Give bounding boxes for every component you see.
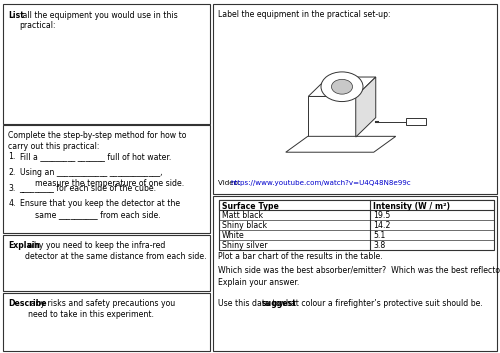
FancyBboxPatch shape (212, 196, 498, 351)
Text: 2.: 2. (8, 168, 16, 176)
FancyBboxPatch shape (218, 200, 494, 250)
Text: Shiny silver: Shiny silver (222, 241, 267, 250)
Text: any risks and safety precautions you
need to take in this experiment.: any risks and safety precautions you nee… (28, 299, 175, 319)
Circle shape (321, 72, 363, 102)
Circle shape (332, 79, 352, 94)
FancyBboxPatch shape (218, 200, 494, 210)
Text: 1.: 1. (8, 152, 16, 161)
Text: all the equipment you would use in this
practical:: all the equipment you would use in this … (20, 11, 177, 30)
Text: Explain: Explain (8, 241, 40, 250)
FancyBboxPatch shape (2, 293, 210, 351)
FancyBboxPatch shape (2, 4, 210, 124)
Text: 5.1: 5.1 (374, 231, 386, 240)
Polygon shape (308, 77, 376, 96)
Text: Using an _____________ _____________,
      measure the temperature of one side.: Using an _____________ _____________, me… (20, 168, 184, 188)
Text: 3.8: 3.8 (374, 241, 386, 250)
Text: Plot a bar chart of the results in the table.: Plot a bar chart of the results in the t… (218, 252, 384, 261)
Text: Intensity (W / m²): Intensity (W / m²) (374, 202, 450, 211)
Text: Describe: Describe (8, 299, 47, 308)
Text: 19.5: 19.5 (374, 211, 390, 220)
Text: White: White (222, 231, 244, 240)
Text: why you need to keep the infra-red
detector at the same distance from each side.: why you need to keep the infra-red detec… (25, 241, 206, 261)
Text: Complete the step-by-step method for how to
carry out this practical:: Complete the step-by-step method for how… (8, 131, 187, 151)
Text: 3.: 3. (8, 184, 16, 192)
Polygon shape (286, 136, 396, 152)
FancyBboxPatch shape (2, 235, 210, 291)
Text: 14.2: 14.2 (374, 221, 390, 230)
Text: Surface Type: Surface Type (222, 202, 278, 211)
Text: what colour a firefighter’s protective suit should be.: what colour a firefighter’s protective s… (277, 299, 483, 308)
Text: _________ for each side of the cube.: _________ for each side of the cube. (20, 184, 156, 192)
Text: Use this data to: Use this data to (218, 299, 283, 308)
Text: Video:: Video: (218, 180, 243, 186)
Text: Label the equipment in the practical set-up:: Label the equipment in the practical set… (218, 10, 391, 19)
Text: 4.: 4. (8, 199, 16, 208)
Text: List: List (8, 11, 24, 19)
Polygon shape (356, 77, 376, 137)
Text: https://www.youtube.com/watch?v=U4Q48N8e99c: https://www.youtube.com/watch?v=U4Q48N8e… (230, 180, 411, 186)
Text: Shiny black: Shiny black (222, 221, 266, 230)
Text: Fill a _________ _______ full of hot water.: Fill a _________ _______ full of hot wat… (20, 152, 171, 161)
Text: Which side was the best absorber/emitter?  Which was the best reflector?
Explain: Which side was the best absorber/emitter… (218, 266, 500, 287)
Text: Matt black: Matt black (222, 211, 262, 220)
Text: suggest: suggest (262, 299, 296, 308)
FancyBboxPatch shape (212, 4, 498, 194)
Text: Ensure that you keep the detector at the
      same __________ from each side.: Ensure that you keep the detector at the… (20, 199, 180, 220)
FancyBboxPatch shape (406, 118, 426, 125)
FancyBboxPatch shape (308, 96, 356, 137)
FancyBboxPatch shape (2, 125, 210, 233)
